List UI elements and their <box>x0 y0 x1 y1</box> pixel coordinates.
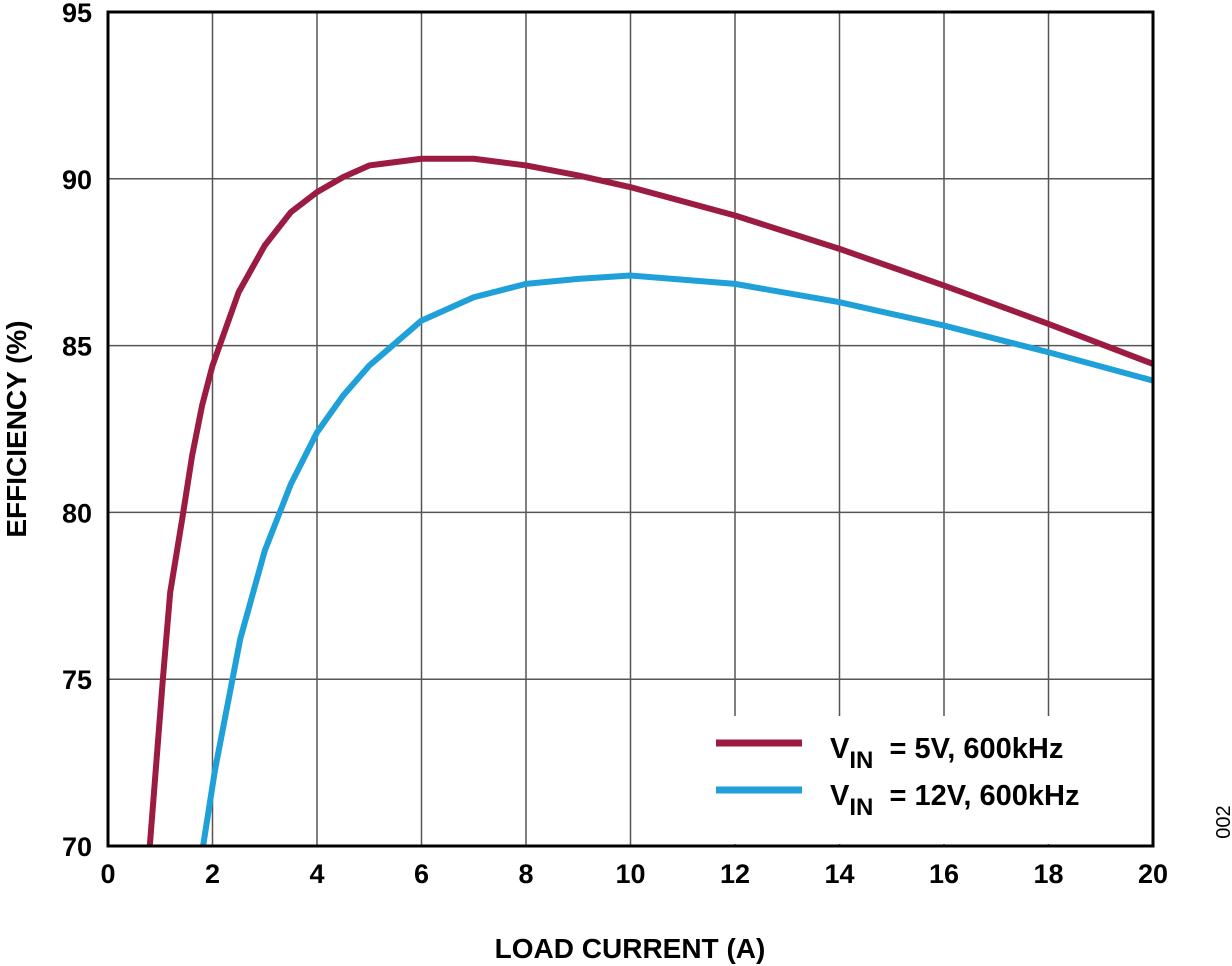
legend-sub: IN <box>849 747 873 774</box>
series-line-1 <box>200 272 1154 847</box>
y-tick-label: 90 <box>62 165 92 195</box>
x-tick-label: 2 <box>205 859 220 889</box>
x-tick-label: 10 <box>615 859 645 889</box>
x-tick-label: 20 <box>1138 859 1168 889</box>
y-axis-label: EFFICIENCY (%) <box>1 320 32 537</box>
x-tick-label: 18 <box>1033 859 1063 889</box>
y-tick-label: 75 <box>62 665 92 695</box>
x-tick-label: 14 <box>824 859 854 889</box>
legend-background <box>702 716 1151 844</box>
series-line-0 <box>146 155 1155 847</box>
figure-code: 002 <box>1213 805 1232 838</box>
x-axis-label: LOAD CURRENT (A) <box>495 933 766 964</box>
legend-rest: = 12V, 600kHz <box>873 780 1079 812</box>
y-tick-label: 95 <box>62 0 92 28</box>
legend-label-0: VIN = 5V, 600kHz <box>830 733 1063 774</box>
x-tick-label: 12 <box>720 859 750 889</box>
y-tick-label: 80 <box>62 498 92 528</box>
y-tick-label: 85 <box>62 332 92 362</box>
series-lines <box>146 155 1155 847</box>
x-tick-label: 0 <box>100 859 115 889</box>
x-tick-label: 6 <box>414 859 429 889</box>
legend-v: V <box>830 780 850 812</box>
y-tick-label: 70 <box>62 832 92 862</box>
legend-v: V <box>830 733 850 765</box>
legend-label-1: VIN = 12V, 600kHz <box>830 780 1079 821</box>
legend-sub: IN <box>849 794 873 821</box>
x-tick-label: 4 <box>309 859 324 889</box>
tick-labels: 0 2 4 6 8 10 12 14 16 18 20 70 75 80 85 90 95 <box>62 0 1168 889</box>
x-tick-label: 8 <box>518 859 533 889</box>
x-tick-label: 16 <box>929 859 959 889</box>
plot-frame <box>106 10 1155 848</box>
legend-rest: = 5V, 600kHz <box>873 733 1063 765</box>
